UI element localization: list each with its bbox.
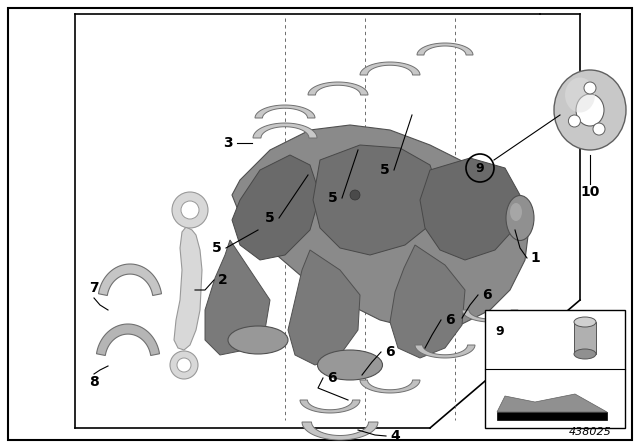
Polygon shape (420, 158, 520, 260)
Text: 9: 9 (476, 161, 484, 175)
Bar (574, 322, 596, 354)
Ellipse shape (228, 326, 288, 354)
Ellipse shape (576, 94, 604, 126)
Polygon shape (253, 123, 317, 138)
Ellipse shape (177, 358, 191, 372)
Text: 1: 1 (530, 251, 540, 265)
Circle shape (350, 190, 360, 200)
Circle shape (593, 123, 605, 135)
Polygon shape (255, 105, 315, 118)
Text: 3: 3 (223, 136, 233, 150)
Polygon shape (288, 250, 360, 365)
Polygon shape (360, 62, 420, 75)
Text: 8: 8 (89, 375, 99, 389)
Polygon shape (497, 394, 607, 412)
Polygon shape (360, 380, 420, 393)
Circle shape (568, 115, 580, 127)
Polygon shape (390, 245, 465, 358)
Text: 5: 5 (212, 241, 222, 255)
Polygon shape (313, 145, 440, 255)
Polygon shape (97, 324, 159, 356)
Polygon shape (302, 422, 378, 440)
Text: 4: 4 (390, 429, 400, 443)
Text: 5: 5 (380, 163, 390, 177)
Polygon shape (417, 43, 473, 55)
Ellipse shape (565, 78, 595, 112)
Circle shape (584, 82, 596, 94)
Ellipse shape (574, 317, 596, 327)
Text: 6: 6 (482, 288, 492, 302)
Text: 5: 5 (265, 211, 275, 225)
Text: 5: 5 (328, 191, 338, 205)
Text: 6: 6 (445, 313, 454, 327)
Ellipse shape (181, 201, 199, 219)
Polygon shape (174, 227, 202, 350)
Text: 6: 6 (327, 371, 337, 385)
Text: 6: 6 (385, 345, 395, 359)
Text: 438025: 438025 (568, 427, 611, 437)
Text: 7: 7 (89, 281, 99, 295)
Text: 9: 9 (495, 325, 504, 338)
Ellipse shape (574, 349, 596, 359)
Ellipse shape (510, 203, 522, 221)
Bar (485, 310, 625, 428)
Ellipse shape (554, 70, 626, 150)
Polygon shape (415, 345, 475, 358)
Ellipse shape (317, 350, 383, 380)
Text: 10: 10 (580, 185, 600, 199)
Polygon shape (205, 240, 270, 355)
Polygon shape (462, 310, 518, 322)
Polygon shape (232, 155, 320, 260)
Polygon shape (99, 264, 161, 296)
Polygon shape (232, 125, 530, 330)
Ellipse shape (172, 192, 208, 228)
Ellipse shape (170, 351, 198, 379)
Text: 2: 2 (218, 273, 228, 287)
Bar (497, 412, 607, 420)
Polygon shape (308, 82, 368, 95)
Ellipse shape (506, 195, 534, 241)
Polygon shape (300, 400, 360, 413)
